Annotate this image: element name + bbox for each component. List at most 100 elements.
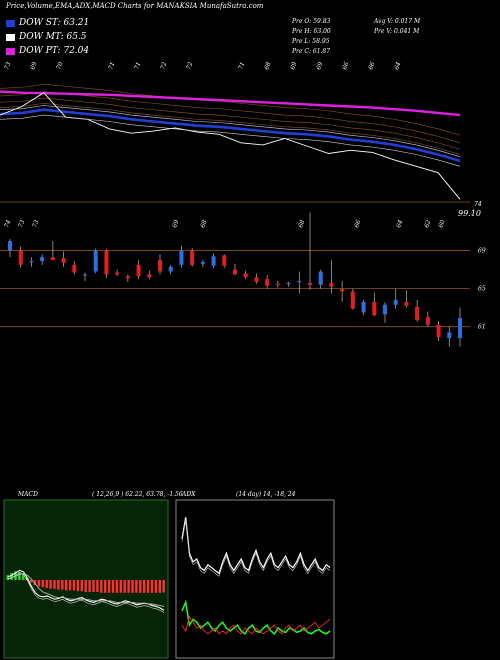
legend-label: DOW PT: 72.04 [19,46,90,56]
ema-top-label: 69 [29,61,38,71]
candle-body [29,261,34,263]
macd-histogram-bar [49,580,52,589]
candle-body [275,283,280,286]
macd-histogram-bar [107,580,111,593]
ema-top-label: 73 [3,61,12,71]
macd-histogram-bar [92,580,95,592]
macd-histogram-bar [18,572,21,580]
ohlc-close: Pre C: 61.87 [292,48,331,55]
macd-histogram-bar [162,580,165,593]
candle-body [436,324,441,338]
page-title: Price,Volume,EMA,ADX,MACD Charts for MAN… [6,2,264,10]
ema-top-label: 71 [237,61,246,71]
candle-body [115,272,120,275]
macd-histogram-bar [123,580,126,593]
ohlc-pre-volume: Pre V: 0.041 M [374,28,420,35]
macd-histogram-bar [150,580,154,593]
price-top-label: 66 [353,219,362,229]
ema-top-label: 71 [133,61,142,71]
macd-histogram-bar [57,580,60,590]
price-top-label: 73 [31,219,40,229]
ema-band-line [0,97,461,150]
price-tick-label: 69 [478,248,486,255]
macd-histogram-bar [6,575,9,580]
price-top-label: 68 [297,219,306,229]
candle-body [297,281,302,283]
macd-histogram-bar [45,580,48,588]
macd-line [7,569,165,611]
macd-histogram-bar [10,572,13,580]
candle-body [340,288,345,292]
ema-top-label: 69 [289,61,298,71]
candle-body [318,271,323,285]
legend-swatch [6,47,15,55]
candle-body [93,250,98,272]
ohlc-open: Pre O: 59.83 [292,18,331,25]
candle-body [83,274,87,276]
ema-series-line [0,108,461,163]
legend-dow-pt: DOW PT: 72.04 [6,46,89,56]
adx-label: ADX [182,491,196,498]
candle-body [104,250,109,275]
candle-body [265,279,270,286]
ema-top-label: 70 [55,61,64,71]
price-top-label: 60 [437,219,446,229]
candle-body [350,291,355,309]
candle-body [18,250,23,265]
macd-histogram-bar [115,580,119,593]
candle-body [147,274,152,278]
candle-body [393,300,398,305]
macd-panel-bg [3,499,169,659]
candle-body [211,256,216,266]
macd-histogram-bar [61,580,64,590]
macd-histogram-bar [158,580,161,593]
ema-top-label: 66 [367,61,376,71]
macd-histogram-bar [41,580,44,588]
ema-top-label: 66 [341,61,350,71]
macd-histogram-bar [135,580,138,593]
macd-histogram-bar [139,580,142,593]
candle-body [372,301,377,316]
candle-body [308,282,312,285]
ema-band-line [0,83,461,136]
macd-label: MACD [18,491,38,498]
ema-series-line [0,114,461,167]
macd-histogram-bar [53,580,56,589]
price-top-label: 73 [17,219,26,229]
adx-line [181,517,331,575]
legend-dow-mt: DOW MT: 65.5 [6,32,87,42]
candle-body [361,301,366,313]
candle-body [458,318,462,339]
adx-minus-di-line [181,615,331,635]
candle-body [222,255,227,266]
macd-params: ( 12,26,9 ) 62.22, 63.78, -1.56 [92,491,183,498]
ema-top-label: 72 [159,61,168,71]
legend-label: DOW MT: 65.5 [19,32,87,42]
candle-body [415,306,420,321]
macd-histogram-bar [111,580,115,593]
candle-body [136,264,141,277]
macd-histogram-bar [154,580,158,593]
candle-body [158,260,162,272]
candle-body [72,264,77,273]
ema-top-label: 64 [393,61,402,71]
adx-line [181,520,331,577]
macd-histogram-bar [104,580,107,593]
macd-line [7,572,165,614]
candle-body [329,282,334,287]
macd-histogram-bar [29,580,33,583]
macd-histogram-bar [76,580,80,592]
macd-histogram-bar [65,580,68,591]
macd-histogram-bar [68,580,72,591]
macd-histogram-bar [33,580,37,585]
price-top-label: 74 [3,219,12,229]
candle-body [61,258,66,263]
price-top-label: 62 [423,219,432,229]
macd-histogram-bar [88,580,91,592]
ohlc-avg-volume: Avg V: 0.017 M [374,18,421,25]
price-tick-label: 61 [478,324,486,331]
macd-histogram-bar [127,580,130,593]
ema-top-label: 69 [315,61,324,71]
legend-label: DOW ST: 63.21 [19,18,90,28]
ema-price-label: 99.10 [458,209,481,218]
